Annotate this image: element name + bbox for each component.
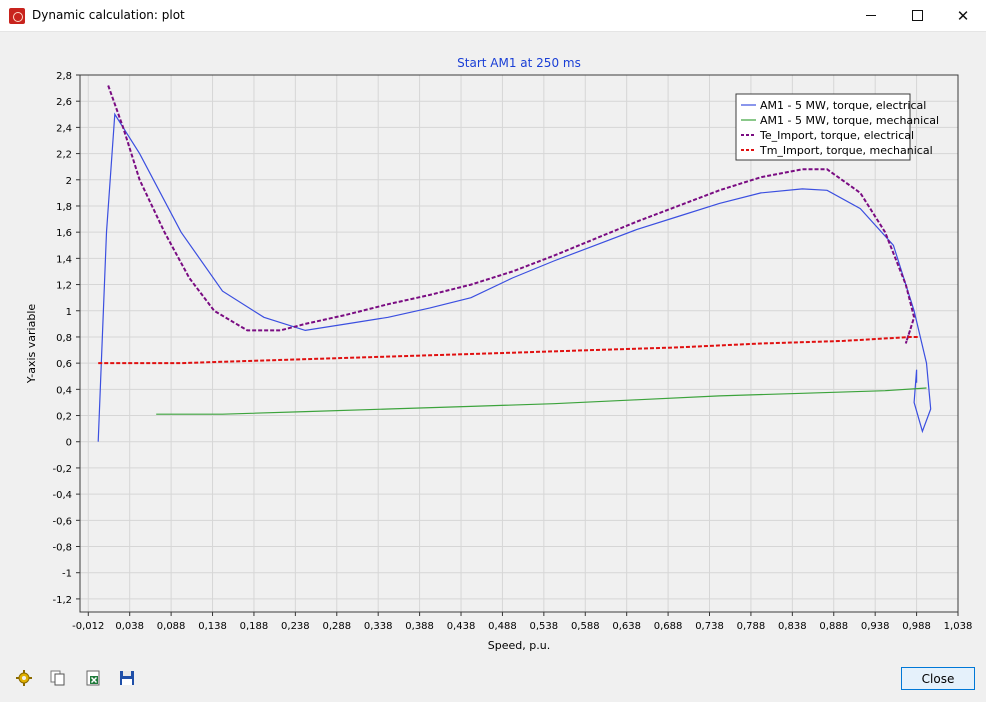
x-tick-label: 0,838: [778, 621, 807, 632]
series-line-3: [107, 85, 916, 344]
series-line-4: [98, 336, 919, 365]
series-line-1: [97, 112, 932, 442]
legend-label: AM1 - 5 MW, torque, electrical: [760, 99, 926, 112]
maximize-button[interactable]: [894, 0, 940, 31]
window-title: Dynamic calculation: plot: [32, 8, 185, 22]
title-bar: Dynamic calculation: plot ✕: [0, 0, 986, 32]
settings-gear-icon[interactable]: [16, 670, 32, 686]
y-tick-label: 0: [66, 438, 72, 449]
chart-panel: Start AM1 at 250 ms -0,012 0,038 0,088 0,138…: [10, 42, 975, 657]
y-tick-label: 0,4: [56, 385, 72, 396]
x-tick-label: 0,438: [447, 621, 476, 632]
x-tick-label: 0,388: [405, 621, 434, 632]
y-axis-label: Y-axis variable: [25, 304, 38, 385]
y-tick-label: -1,2: [52, 595, 72, 606]
plot-border: [79, 74, 959, 613]
x-tick-label: 0,738: [695, 621, 724, 632]
y-tick-label: 0,6: [56, 359, 72, 370]
export-excel-icon[interactable]: [85, 670, 101, 686]
y-tick-label: 2,8: [56, 71, 72, 82]
y-tick-label: 1: [66, 307, 72, 318]
x-tick-label: 0,088: [157, 621, 186, 632]
close-window-button[interactable]: ✕: [940, 0, 986, 31]
legend-label: AM1 - 5 MW, torque, mechanical: [760, 114, 939, 127]
x-tick-label: 0,538: [530, 621, 559, 632]
copy-icon[interactable]: [50, 670, 66, 686]
x-tick-label: 0,488: [488, 621, 517, 632]
x-tick-label: 0,038: [115, 621, 144, 632]
legend-label: Tm_Import, torque, mechanical: [759, 144, 933, 157]
app-icon: [9, 8, 25, 24]
series-line-2: [156, 387, 927, 415]
x-tick-label: 0,988: [902, 621, 931, 632]
y-tick-label: -0,2: [52, 464, 72, 475]
y-tick-label: 2,4: [56, 123, 72, 134]
maximize-icon: [911, 10, 923, 21]
close-icon: ✕: [956, 6, 970, 25]
x-tick-label: 0,688: [654, 621, 683, 632]
y-tick-label: 1,4: [56, 254, 72, 265]
x-tick-label: 1,038: [944, 621, 973, 632]
x-tick-label: 0,238: [281, 621, 310, 632]
x-tick-label: 0,638: [612, 621, 641, 632]
y-tick-label: 2: [66, 176, 72, 187]
y-tick-label: 1,2: [56, 281, 72, 292]
x-tick-label: 0,788: [737, 621, 766, 632]
x-tick-label: 0,138: [198, 621, 227, 632]
y-tick-label: 2,6: [56, 97, 72, 108]
y-tick-label: -0,6: [52, 516, 72, 527]
y-tick-label: -0,8: [52, 543, 72, 554]
close-button[interactable]: Close: [901, 667, 975, 690]
y-tick-label: -0,4: [52, 490, 72, 501]
plot-area: [79, 74, 959, 613]
save-disk-icon[interactable]: [119, 670, 135, 686]
x-tick-label: 0,588: [571, 621, 600, 632]
chart-svg: Start AM1 at 250 ms -0,012 0,038 0,088 0,138…: [25, 56, 973, 652]
x-axis-label: Speed, p.u.: [488, 639, 550, 652]
y-tick-label: 1,8: [56, 202, 72, 213]
minimize-button[interactable]: [848, 0, 894, 31]
chart-title: Start AM1 at 250 ms: [457, 56, 581, 70]
y-tick-label: 0,2: [56, 412, 72, 423]
x-tick-label: 0,938: [861, 621, 890, 632]
y-tick-label: 0,8: [56, 333, 72, 344]
y-tick-label: -1: [62, 569, 72, 580]
minimize-icon: [866, 15, 876, 16]
x-tick-label: 0,888: [819, 621, 848, 632]
x-tick-label: 0,188: [240, 621, 269, 632]
y-tick-label: 2,2: [56, 150, 72, 161]
x-tick-label: 0,338: [364, 621, 393, 632]
x-tick-label: -0,012: [72, 621, 104, 632]
y-tick-label: 1,6: [56, 228, 72, 239]
legend-box: [735, 93, 911, 161]
x-tick-label: 0,288: [322, 621, 351, 632]
legend-label: Te_Import, torque, electrical: [759, 129, 914, 142]
